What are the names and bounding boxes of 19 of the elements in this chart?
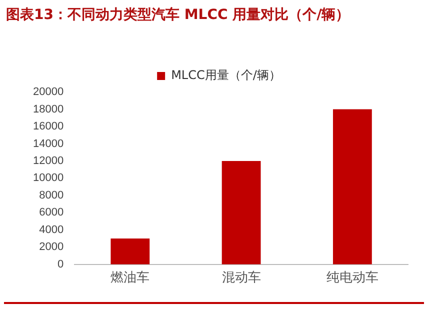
y-tick-label: 14000	[32, 138, 64, 150]
y-tick-label: 6000	[39, 206, 64, 219]
y-tick-label: 10000	[32, 172, 64, 184]
y-tick-label: 4000	[39, 224, 64, 236]
bar	[110, 238, 150, 264]
y-tick-label: 0	[57, 258, 64, 270]
y-tick-label: 18000	[32, 103, 64, 116]
y-tick-label: 16000	[32, 120, 64, 133]
x-tick-label: 燃油车	[110, 270, 150, 286]
y-tick-label: 12000	[32, 154, 64, 167]
y-tick-label: 8000	[39, 189, 64, 202]
x-tick-label: 混动车	[222, 270, 261, 286]
bar	[332, 109, 372, 264]
bar	[222, 160, 261, 264]
y-tick-label: 20000	[32, 86, 64, 98]
x-tick-label: 纯电动车	[326, 270, 378, 286]
chart-title: 图表13：不同动力类型汽车 MLCC 用量对比（个/辆）	[6, 6, 350, 24]
legend-label: MLCC用量（个/辆）	[171, 68, 281, 82]
y-tick-label: 2000	[39, 241, 64, 254]
